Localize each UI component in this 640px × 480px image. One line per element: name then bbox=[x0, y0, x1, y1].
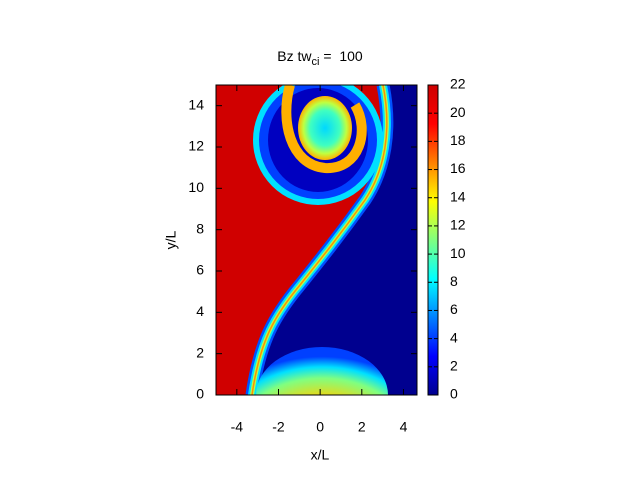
colorbar-tick-label: 18 bbox=[450, 132, 466, 148]
y-tick-label: 4 bbox=[196, 303, 204, 319]
plot-frame bbox=[215, 84, 418, 396]
colorbar-tick-label: 8 bbox=[450, 273, 458, 289]
x-tick-label: 4 bbox=[400, 419, 408, 435]
colorbar-tick-label: 12 bbox=[450, 217, 466, 233]
vortex-core bbox=[298, 96, 352, 160]
title-text: Bz tw bbox=[277, 48, 312, 64]
y-tick-label: 8 bbox=[196, 220, 204, 236]
vortex-arm bbox=[281, 85, 367, 173]
chart-title: Bz twci = 100 bbox=[277, 48, 363, 68]
x-tick-label: -2 bbox=[272, 419, 285, 435]
x-tick-label: -4 bbox=[231, 419, 244, 435]
y-tick-label: 6 bbox=[196, 262, 204, 278]
title-subscript: ci bbox=[312, 56, 320, 68]
y-tick-label: 12 bbox=[188, 138, 204, 154]
colorbar-tick-label: 6 bbox=[450, 301, 458, 317]
title-suffix: = 100 bbox=[319, 48, 362, 64]
x-axis-label: x/L bbox=[311, 447, 330, 463]
colorbar-tick-label: 2 bbox=[450, 358, 458, 374]
bottom-dome bbox=[256, 347, 388, 395]
y-tick-label: 2 bbox=[196, 344, 204, 360]
y-tick-label: 10 bbox=[188, 179, 204, 195]
colorbar-tick-label: 4 bbox=[450, 329, 458, 345]
heatmap bbox=[216, 85, 417, 395]
x-tick-label: 2 bbox=[358, 419, 366, 435]
colorbar bbox=[427, 84, 439, 396]
y-tick-label: 0 bbox=[196, 386, 204, 402]
colorbar-tick-label: 10 bbox=[450, 245, 466, 261]
y-axis-label: y/L bbox=[163, 230, 179, 249]
colorbar-tick-label: 20 bbox=[450, 104, 466, 120]
colorbar-tick-label: 14 bbox=[450, 188, 466, 204]
x-tick-label: 0 bbox=[316, 419, 324, 435]
colorbar-tick-label: 22 bbox=[450, 76, 466, 92]
colorbar-tick-label: 0 bbox=[450, 386, 458, 402]
interface bbox=[245, 85, 394, 395]
colorbar-tick-label: 16 bbox=[450, 160, 466, 176]
y-tick-label: 14 bbox=[188, 96, 204, 112]
